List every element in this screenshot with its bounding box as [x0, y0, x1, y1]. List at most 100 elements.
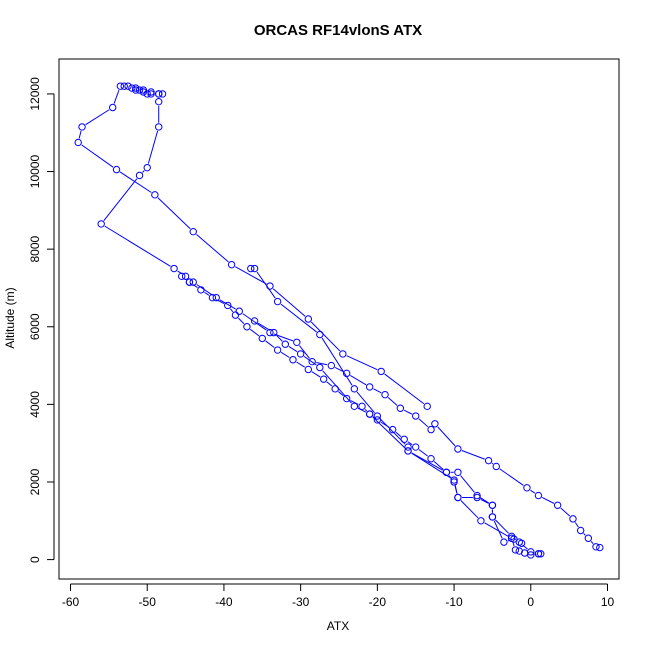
data-point: [143, 163, 151, 172]
series-segment: [310, 321, 341, 352]
data-point: [553, 501, 562, 509]
series-segment: [85, 109, 110, 126]
data-point: [296, 350, 305, 358]
y-axis-label: Altitude (m): [3, 287, 17, 348]
series-segment: [384, 373, 425, 405]
series-segment: [560, 507, 571, 517]
data-point: [258, 334, 266, 343]
data-point: [507, 532, 516, 541]
series-segment: [433, 461, 444, 470]
data-point: [484, 456, 493, 465]
data-point: [155, 123, 163, 131]
data-point: [74, 138, 82, 147]
x-tick-label: 0: [527, 595, 534, 609]
series-segment: [574, 522, 579, 528]
data-point: [377, 367, 385, 376]
data-point: [185, 278, 194, 286]
data-point: [208, 293, 217, 302]
series-segment: [184, 278, 187, 280]
data-point: [569, 515, 577, 523]
series-2: [178, 272, 604, 552]
series-segment: [256, 271, 276, 299]
data-point: [143, 90, 151, 98]
series-segment: [229, 308, 234, 313]
series-segment: [357, 407, 367, 413]
x-axis: -60 -50 -40 -30 -20 -10 0 10: [62, 583, 615, 609]
data-point: [293, 338, 301, 346]
series-segment: [273, 333, 294, 342]
x-tick-label: -10: [445, 595, 463, 609]
data-point: [231, 311, 240, 319]
series-segment: [411, 452, 443, 471]
plot-area: [58, 58, 620, 580]
data-point: [527, 548, 535, 556]
x-axis-label: ATX: [327, 619, 349, 633]
data-point: [250, 317, 259, 325]
series-segment: [196, 284, 214, 296]
series-segment: [541, 497, 555, 504]
data-point: [350, 402, 359, 411]
data-point: [170, 264, 178, 273]
series-segment: [512, 542, 515, 547]
data-point: [404, 447, 412, 455]
series-4: [247, 264, 543, 558]
series-segment: [590, 541, 594, 545]
data-point: [243, 323, 251, 331]
y-tick-label: 12000: [28, 77, 42, 111]
series-segment: [238, 317, 245, 325]
data-point: [139, 88, 148, 96]
series-segment: [276, 335, 283, 342]
series-5: [250, 317, 520, 554]
data-point: [124, 82, 132, 90]
series-segment: [418, 418, 429, 428]
series-segment: [411, 452, 451, 479]
data-point: [304, 315, 313, 323]
series-segment: [326, 381, 333, 387]
data-point: [515, 547, 523, 555]
series-segment: [583, 533, 586, 536]
series-segment: [299, 345, 310, 359]
chart-title: ORCAS RF14vlonS ATX: [254, 22, 422, 39]
series-segment: [119, 171, 152, 193]
series-segment: [316, 362, 328, 366]
series-segment: [350, 400, 359, 405]
data-point: [327, 361, 336, 370]
data-point: [281, 340, 290, 348]
x-tick-label: -50: [139, 595, 157, 609]
data-point: [319, 375, 328, 383]
series-segment: [484, 522, 509, 537]
data-point: [316, 330, 324, 339]
y-tick-label: 6000: [28, 313, 42, 340]
series-3: [120, 82, 167, 98]
series-segment: [403, 409, 413, 415]
x-tick-label: -40: [215, 595, 233, 609]
data-point: [158, 90, 167, 98]
series-segment: [265, 340, 275, 348]
data-point: [454, 468, 462, 476]
data-point: [97, 220, 105, 228]
series-segment: [103, 178, 138, 221]
data-point: [155, 90, 163, 98]
data-point: [308, 357, 316, 366]
data-point: [358, 402, 366, 411]
series-segment: [81, 144, 114, 168]
series-segment: [364, 408, 368, 412]
data-point: [427, 425, 435, 434]
data-point: [492, 462, 500, 471]
data-point: [224, 301, 232, 310]
series-segment: [461, 450, 485, 460]
data-point: [365, 410, 374, 418]
data-point: [270, 328, 278, 337]
x-tick-label: -20: [369, 595, 387, 609]
series-segment: [147, 130, 159, 164]
data-point: [511, 546, 520, 554]
data-point: [235, 307, 243, 315]
data-point: [189, 278, 197, 286]
x-tick-label: 10: [601, 595, 615, 609]
data-point: [350, 385, 359, 393]
series-1: [74, 82, 545, 559]
data-point: [289, 356, 297, 364]
series-segment: [334, 367, 344, 372]
series-segment: [460, 500, 479, 519]
